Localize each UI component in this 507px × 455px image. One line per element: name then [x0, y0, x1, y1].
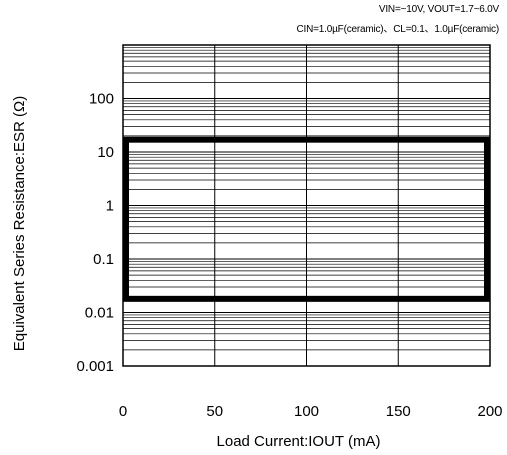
condition-note-capacitors: CIN=1.0µF(ceramic)、CL=0.1、1.0µF(ceramic)	[296, 24, 500, 35]
plot-frame-layer	[122, 44, 491, 367]
x-axis-title: Load Current:IOUT (mA)	[217, 433, 381, 450]
y-tick-label: 1	[106, 198, 114, 215]
stable-region-layer	[123, 136, 490, 302]
stable-region-boundary	[123, 136, 490, 302]
x-tick-label: 150	[386, 403, 411, 420]
x-tick-label: 50	[206, 403, 223, 420]
x-tick-label: 200	[477, 403, 502, 420]
y-tick-label: 100	[89, 91, 114, 108]
y-tick-label: 10	[97, 144, 114, 161]
y-tick-label: 0.01	[85, 305, 114, 322]
x-tick-label: 100	[294, 403, 319, 420]
plot-frame	[122, 44, 491, 367]
grid	[122, 45, 491, 367]
y-tick-label: 0.001	[76, 358, 114, 375]
condition-note-voltage: VIN=~10V, VOUT=1.7~6.0V	[378, 4, 499, 15]
x-tick-label: 0	[119, 403, 127, 420]
tick-labels: 0.001 0.01 0.1 1 10 100 0 50 100 150 200	[76, 91, 502, 421]
y-tick-label: 0.1	[93, 251, 114, 268]
y-axis-title: Equivalent Series Resistance:ESR (Ω)	[11, 96, 28, 351]
